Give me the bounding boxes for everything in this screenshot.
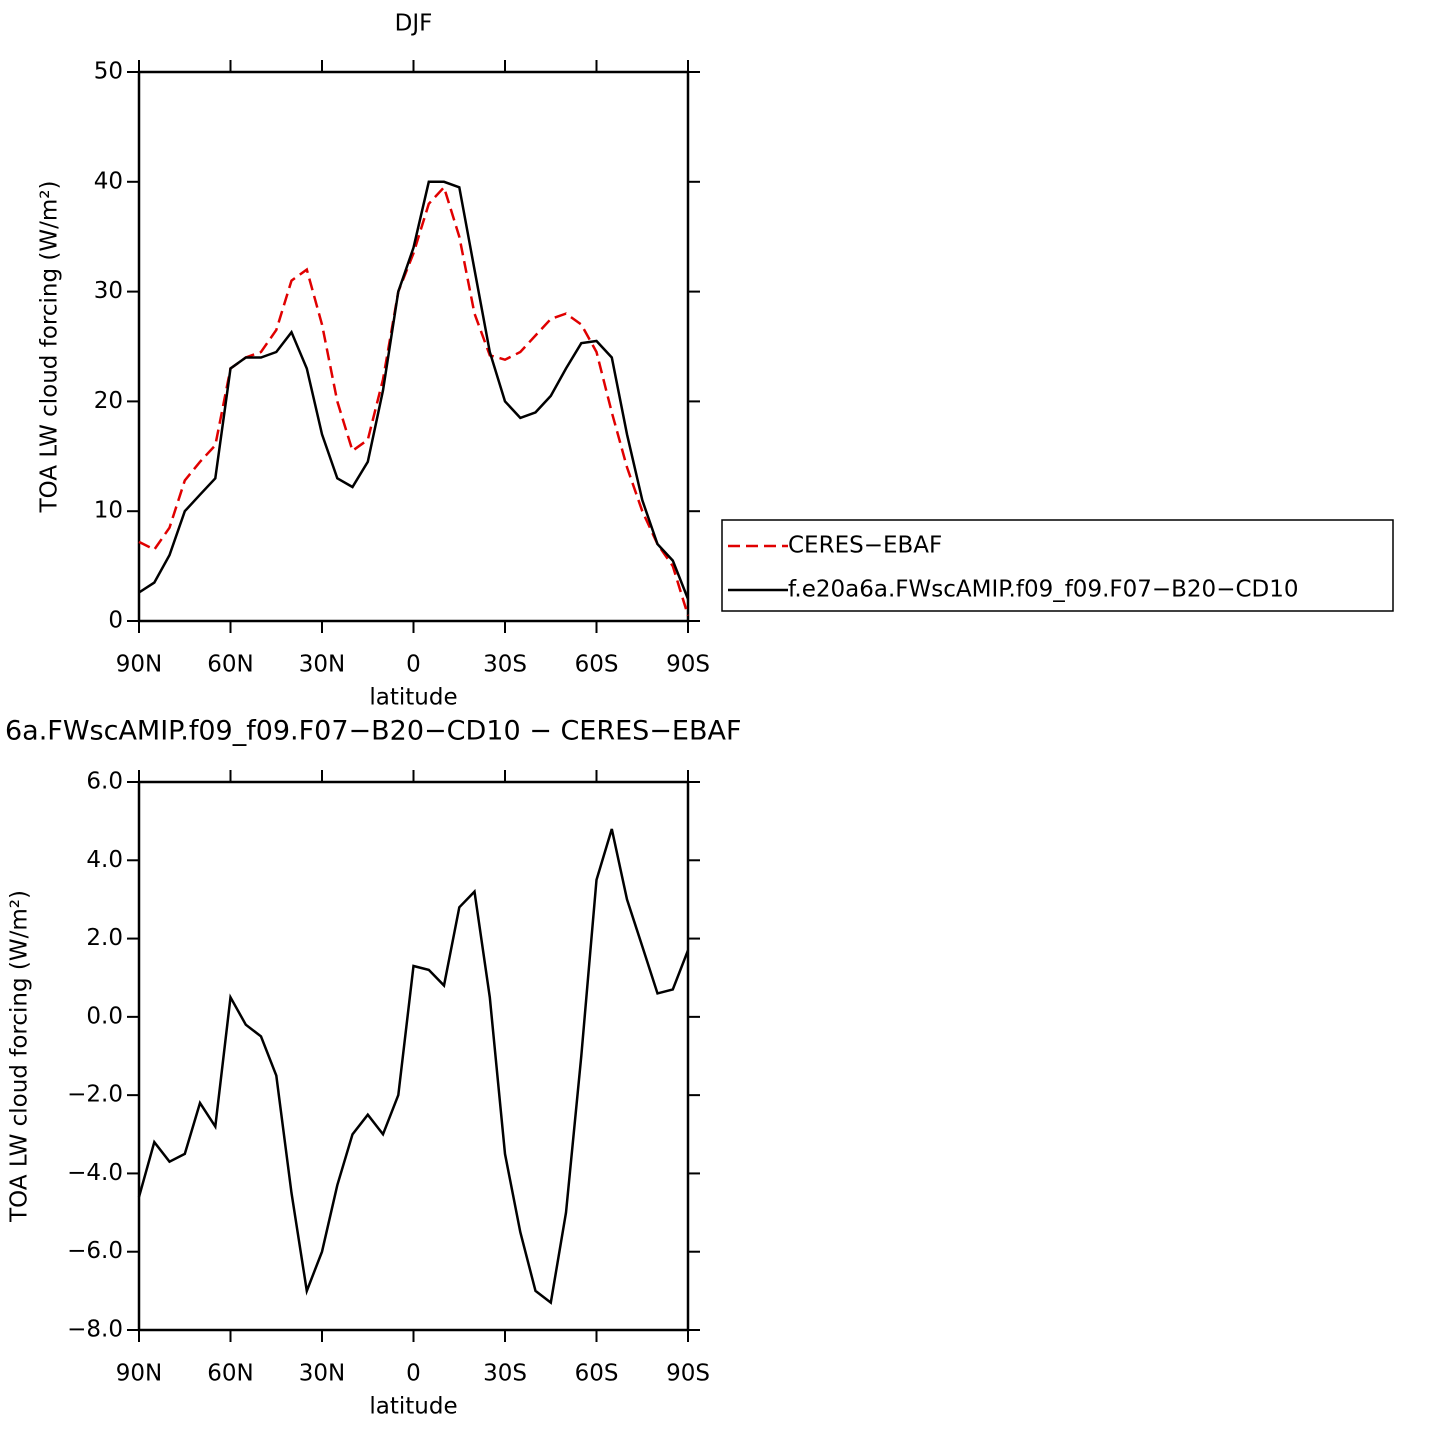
series-line — [138, 184, 690, 616]
x-axis-label: latitude — [369, 685, 457, 711]
legend-box — [721, 519, 1394, 612]
series-line — [137, 828, 690, 1305]
x-tick-label: 0 — [406, 1361, 421, 1387]
x-tick-label: 60S — [575, 1361, 619, 1387]
chart-title: DJF — [395, 11, 433, 37]
x-tick-label: 60N — [207, 1361, 253, 1387]
y-tick-label: 30 — [94, 278, 123, 304]
y-tick-label: 40 — [94, 168, 123, 194]
x-tick-label: 90N — [116, 1361, 162, 1387]
x-tick-label: 30S — [483, 652, 527, 678]
legend-label: CERES−EBAF — [788, 533, 942, 559]
x-tick-label: 30N — [299, 1361, 345, 1387]
y-tick-label: 4.0 — [86, 847, 123, 873]
series-line — [138, 180, 690, 600]
y-tick-label: −4.0 — [67, 1160, 123, 1186]
y-axis-label: TOA LW cloud forcing (W/m²) — [7, 890, 33, 1223]
y-tick-label: −6.0 — [67, 1238, 123, 1264]
x-tick-label: 30S — [483, 1361, 527, 1387]
x-tick-label: 90S — [666, 1361, 710, 1387]
y-tick-label: 6.0 — [86, 769, 123, 795]
x-tick-label: 60N — [207, 652, 253, 678]
x-tick-label: 0 — [406, 652, 421, 678]
x-tick-label: 60S — [575, 652, 619, 678]
y-axis-label: TOA LW cloud forcing (W/m²) — [37, 181, 63, 514]
legend-label: f.e20a6a.FWscAMIP.f09_f09.F07−B20−CD10 — [788, 577, 1299, 603]
y-tick-label: −8.0 — [67, 1317, 123, 1343]
y-tick-label: 50 — [94, 59, 123, 85]
y-tick-label: 0 — [108, 608, 123, 634]
y-tick-label: −2.0 — [67, 1082, 123, 1108]
x-axis-label: latitude — [369, 1394, 457, 1420]
y-tick-label: 2.0 — [86, 925, 123, 951]
plot-frame — [137, 780, 690, 1332]
y-tick-label: 10 — [94, 498, 123, 524]
plot-frame — [137, 70, 690, 623]
x-tick-label: 90S — [666, 652, 710, 678]
x-tick-label: 90N — [116, 652, 162, 678]
chart-title: 6a.FWscAMIP.f09_f09.F07−B20−CD10 − CERES… — [5, 716, 742, 747]
y-tick-label: 20 — [94, 388, 123, 414]
x-tick-label: 30N — [299, 652, 345, 678]
y-tick-label: 0.0 — [86, 1003, 123, 1029]
